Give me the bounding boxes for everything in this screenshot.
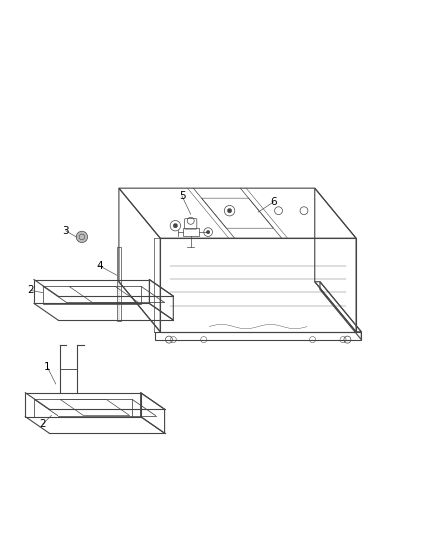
Text: 3: 3 <box>63 226 69 236</box>
Circle shape <box>227 208 232 213</box>
Text: 5: 5 <box>179 191 185 201</box>
Circle shape <box>173 223 177 228</box>
Text: 6: 6 <box>270 197 277 207</box>
Text: 4: 4 <box>96 261 102 271</box>
Text: 2: 2 <box>39 419 46 429</box>
Circle shape <box>76 231 88 243</box>
Bar <box>117 247 121 321</box>
Bar <box>183 228 198 236</box>
Text: 2: 2 <box>28 286 34 295</box>
Circle shape <box>206 230 210 234</box>
Text: 1: 1 <box>44 361 50 372</box>
